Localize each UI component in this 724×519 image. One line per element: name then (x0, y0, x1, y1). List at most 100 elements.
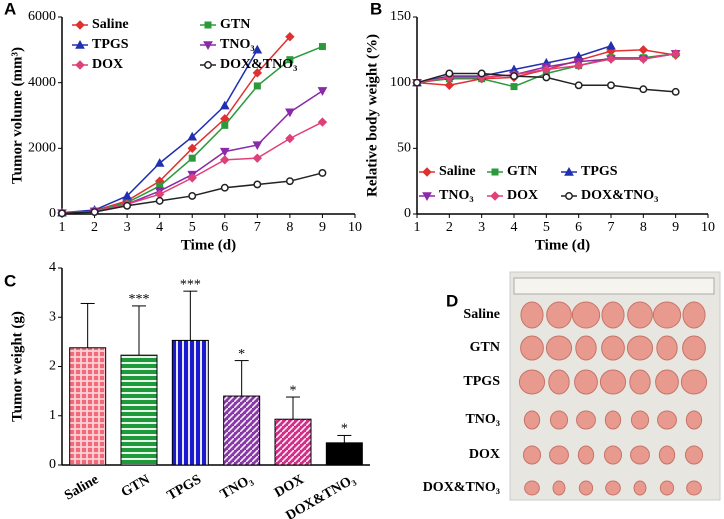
y-tick-label: 0 (49, 206, 56, 221)
y-axis-label: Relative body weight (%) (364, 34, 380, 197)
x-tick-label: 2 (91, 220, 98, 235)
marker (253, 82, 261, 90)
panel-label: D (446, 291, 458, 310)
marker (154, 158, 165, 167)
x-tick-label: 7 (608, 220, 615, 235)
tumor (548, 369, 570, 395)
bar (223, 395, 261, 466)
marker (318, 43, 326, 51)
marker (317, 117, 328, 127)
y-tick-label: 150 (390, 9, 411, 24)
tumor (658, 445, 676, 465)
significance-label: *** (129, 292, 150, 307)
tumor (604, 410, 622, 430)
y-tick-label: 2 (49, 359, 56, 374)
tumor (629, 369, 651, 395)
legend-label: DOX&TNO₃ (220, 57, 297, 72)
tumor (575, 335, 597, 361)
tumor (545, 335, 573, 361)
tumor (686, 480, 702, 496)
tumor (627, 301, 653, 329)
panel-label: B (370, 0, 382, 18)
marker (252, 44, 263, 54)
legend-label: TNO₃ (220, 37, 255, 52)
x-tick-label: 6 (575, 220, 582, 235)
marker (317, 87, 328, 96)
marker (75, 20, 85, 30)
tumor (605, 480, 621, 496)
tumor (652, 301, 682, 329)
tumor (576, 410, 596, 430)
x-tick-label: 10 (348, 220, 362, 235)
marker (155, 196, 164, 205)
marker (252, 68, 263, 78)
tumor (523, 410, 541, 430)
tumor (520, 301, 544, 329)
significance-label: * (290, 383, 297, 398)
legend-label: Saline (439, 164, 476, 179)
marker (285, 133, 295, 144)
significance-label: * (238, 347, 245, 362)
marker (188, 154, 196, 162)
legend-label: GTN (220, 17, 250, 32)
marker (318, 169, 327, 177)
x-axis-label: Time (d) (535, 237, 590, 253)
marker (413, 78, 421, 87)
row-label: DOX&TNO₃ (423, 480, 500, 495)
marker (286, 56, 294, 64)
tumor (659, 480, 675, 496)
tumor (601, 301, 625, 329)
marker (639, 85, 648, 94)
x-tick-label: 5 (543, 220, 550, 235)
marker (253, 180, 262, 189)
marker (219, 100, 230, 110)
x-tick-label: TPGS (165, 472, 204, 503)
x-tick-label: 1 (414, 220, 421, 235)
marker (285, 177, 294, 186)
marker (542, 73, 551, 82)
marker (422, 192, 432, 202)
marker (220, 155, 230, 165)
x-tick-label: 8 (640, 220, 647, 235)
significance-label: * (341, 422, 348, 437)
tumor (657, 410, 677, 430)
marker (445, 69, 454, 78)
y-axis-label: Tumor weight (g) (9, 311, 25, 422)
marker (285, 108, 295, 118)
tumor (603, 445, 623, 465)
x-tick-label: 5 (189, 220, 196, 235)
tumor (682, 335, 706, 361)
bar (171, 339, 209, 466)
row-label: TPGS (463, 374, 500, 389)
x-tick-label: 1 (59, 220, 66, 235)
x-tick-label: GTN (119, 472, 153, 500)
marker (671, 87, 680, 96)
tumor (682, 301, 706, 329)
y-tick-label: 1 (49, 408, 56, 423)
tumor (630, 445, 650, 465)
marker (422, 167, 432, 177)
x-tick-label: 10 (701, 220, 715, 235)
marker (564, 166, 574, 176)
marker (203, 41, 213, 51)
x-tick-label: Saline (62, 472, 101, 503)
tumor (656, 335, 678, 361)
marker (606, 54, 616, 64)
y-tick-label: 6000 (28, 9, 56, 24)
y-tick-label: 0 (49, 457, 56, 472)
y-tick-label: 4 (49, 260, 56, 275)
x-tick-label: 3 (124, 220, 131, 235)
tumor (549, 410, 569, 430)
row-label: GTN (470, 340, 500, 355)
marker (204, 21, 212, 29)
marker (219, 147, 230, 157)
row-label: Saline (463, 307, 500, 322)
marker (204, 61, 212, 69)
marker (122, 190, 132, 200)
legend-label: TPGS (92, 37, 129, 52)
marker (188, 191, 197, 200)
y-tick-label: 100 (390, 75, 411, 90)
marker (444, 80, 455, 91)
legend-label: Saline (92, 17, 129, 32)
x-tick-label: DOX (272, 472, 306, 501)
